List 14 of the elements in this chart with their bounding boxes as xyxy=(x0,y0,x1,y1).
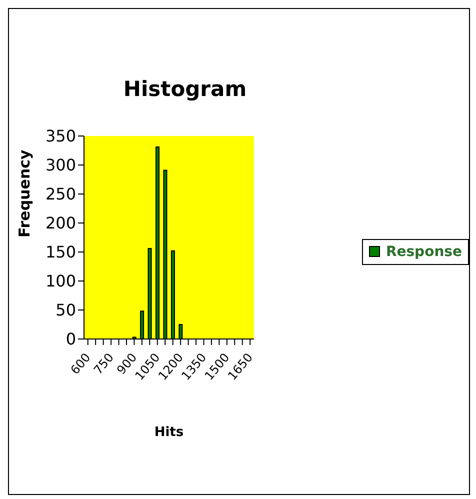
y-tick-label: 300 xyxy=(45,156,76,175)
y-tick-label: 150 xyxy=(45,242,76,262)
y-tick-label: 0 xyxy=(66,330,76,349)
y-tick-label: 250 xyxy=(45,184,76,204)
y-tick-label: 100 xyxy=(45,272,76,291)
y-tick-label: 200 xyxy=(45,214,76,233)
x-tick-label: 600 xyxy=(68,350,94,378)
y-tick-label: 50 xyxy=(56,300,76,320)
y-axis-title: Frequency xyxy=(15,149,34,238)
legend-label: Response xyxy=(386,244,462,260)
chart-title: Histogram xyxy=(122,77,248,101)
x-axis-title: Hits xyxy=(154,425,184,440)
y-tick-label: 350 xyxy=(45,126,76,146)
x-tick-label: 750 xyxy=(90,350,116,378)
